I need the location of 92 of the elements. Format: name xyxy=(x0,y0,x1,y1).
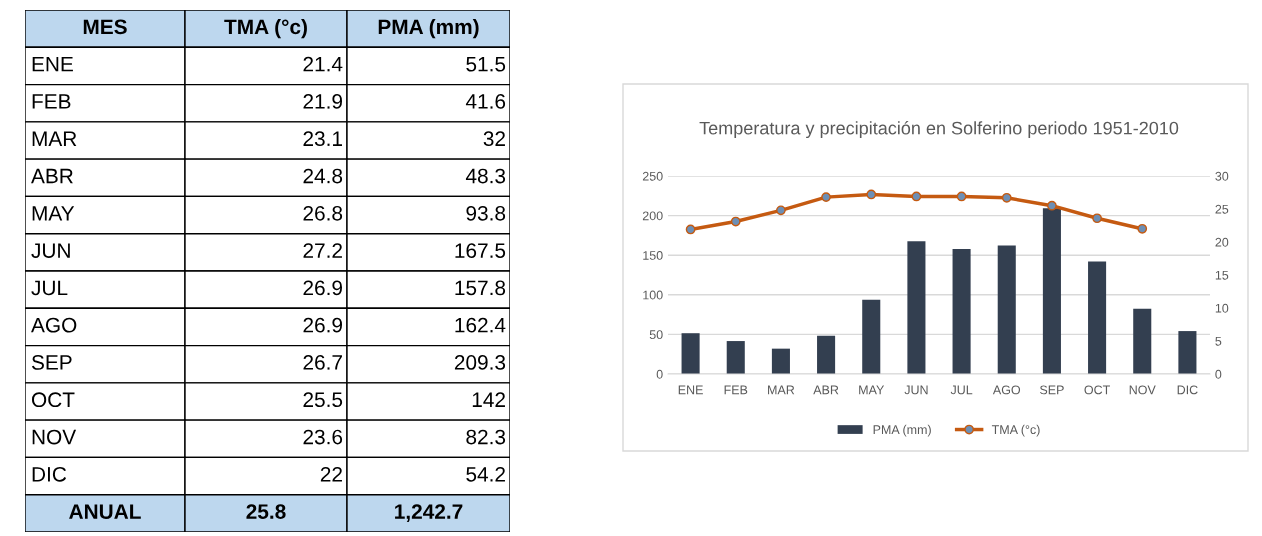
y-tick-label: 100 xyxy=(643,290,663,300)
data-label: 25.5 xyxy=(303,392,343,408)
category-label: JUN xyxy=(31,243,70,258)
category-label: ENE xyxy=(32,56,73,72)
x-tick-label: MAY xyxy=(859,385,885,395)
data-label: 23.1 xyxy=(303,131,342,147)
x-tick-label: AGO xyxy=(992,385,1021,395)
x-tick-label: MAR xyxy=(768,385,795,395)
data-label: 26.9 xyxy=(303,280,343,296)
category-label: JUL xyxy=(31,280,68,296)
category-label: NOV xyxy=(32,429,77,445)
point xyxy=(730,216,741,227)
y2-tick-label: 15 xyxy=(1215,270,1229,280)
y2-tick-label: 0 xyxy=(1215,369,1222,379)
bar xyxy=(907,241,926,374)
y2-tick-label: 10 xyxy=(1215,303,1229,313)
text: MES xyxy=(83,19,127,35)
y2-tick-label: 5 xyxy=(1215,336,1222,346)
category-label: MAY xyxy=(32,206,75,221)
data-label: 26.7 xyxy=(303,355,342,370)
x-tick-label: ENE xyxy=(678,385,703,395)
bar xyxy=(771,348,790,374)
text: 25.8 xyxy=(246,504,286,519)
data-label: 167.5 xyxy=(455,243,506,258)
data-label: 27.2 xyxy=(303,243,342,258)
series-label: TMA (°c) xyxy=(224,18,307,39)
data-label: 157.8 xyxy=(455,280,506,296)
data-label: 32 xyxy=(483,131,505,147)
category-label: DIC xyxy=(32,466,67,482)
x-tick-label: ABR xyxy=(813,385,839,395)
y2-tick-label: 20 xyxy=(1215,237,1229,247)
point xyxy=(1137,223,1148,234)
bar xyxy=(1088,261,1107,374)
bar xyxy=(1178,331,1197,374)
y-tick-label: 150 xyxy=(643,251,663,260)
point xyxy=(685,224,696,235)
bar xyxy=(952,249,971,374)
category-label: FEB xyxy=(32,94,71,109)
data-label: 209.3 xyxy=(454,355,506,370)
bar xyxy=(681,333,700,374)
category-label: AGO xyxy=(31,317,77,333)
x-tick-label: SEP xyxy=(1039,385,1064,395)
point xyxy=(1001,192,1012,203)
data-label: 26.9 xyxy=(303,317,343,333)
point xyxy=(911,191,922,202)
data-label: 22 xyxy=(320,466,342,482)
legend-label: PMA (mm) xyxy=(873,424,931,437)
data-label: 48.3 xyxy=(465,168,506,184)
data-label: 21.9 xyxy=(303,94,343,109)
data-label: 24.8 xyxy=(303,168,343,184)
data-label: 93.8 xyxy=(466,205,506,221)
data-label: 21.4 xyxy=(303,56,343,72)
point xyxy=(776,205,786,216)
x-tick-label: NOV xyxy=(1129,385,1156,395)
data-label: 82.3 xyxy=(466,429,506,445)
text: 1,242.7 xyxy=(395,504,463,522)
x-tick-label: FEB xyxy=(724,385,748,395)
y-tick-label: 0 xyxy=(656,369,663,379)
data-label: 162.4 xyxy=(455,317,506,333)
y-tick-label: 250 xyxy=(642,171,663,181)
text: ANUAL xyxy=(69,504,141,519)
x-tick-label: JUL xyxy=(950,385,973,395)
x-tick-label: OCT xyxy=(1084,385,1110,395)
y-tick-label: 200 xyxy=(642,211,663,221)
point xyxy=(821,192,831,202)
data-label: 142 xyxy=(472,392,505,407)
category-label: ABR xyxy=(31,168,73,184)
bar xyxy=(726,341,745,374)
x-tick-label: JUN xyxy=(904,385,928,395)
point xyxy=(1047,200,1057,211)
bar xyxy=(862,299,881,374)
legend-label: TMA (°c) xyxy=(991,424,1040,437)
bar xyxy=(1042,208,1061,374)
chart-title: Temperatura y precipitación en Solferino periodo 1951-2010 xyxy=(699,121,1179,139)
data-label: 26.8 xyxy=(303,205,343,221)
point xyxy=(866,189,877,200)
data-label: 54.2 xyxy=(466,466,505,482)
data-label: 51.5 xyxy=(466,56,506,72)
data-label: 23.6 xyxy=(303,429,343,445)
bar xyxy=(1133,308,1152,374)
bar xyxy=(817,335,836,374)
category-label: MAR xyxy=(32,131,77,146)
bar xyxy=(997,245,1016,374)
data-label: 41.6 xyxy=(465,94,506,109)
y2-tick-label: 25 xyxy=(1215,204,1229,214)
category-label: SEP xyxy=(31,355,72,370)
series-label: PMA (mm) xyxy=(378,18,479,39)
y2-tick-label: 30 xyxy=(1215,171,1229,181)
y-tick-label: 50 xyxy=(649,330,663,340)
point xyxy=(1092,213,1102,224)
point xyxy=(956,191,967,202)
x-tick-label: DIC xyxy=(1177,385,1198,395)
